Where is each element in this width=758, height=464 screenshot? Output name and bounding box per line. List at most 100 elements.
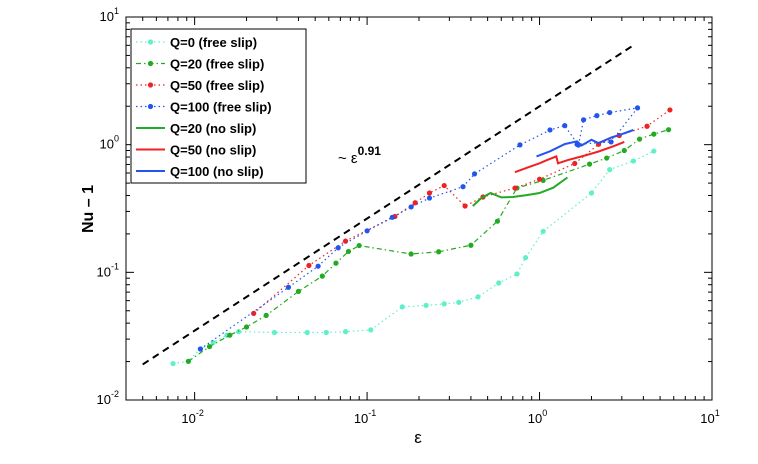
reference-slope-line: [142, 44, 634, 366]
data-point: [517, 142, 523, 148]
data-point: [540, 228, 546, 234]
x-tick-label-base: 10: [700, 411, 714, 426]
legend-label: Q=50 (no slip): [170, 143, 256, 158]
data-point: [607, 109, 613, 116]
series-6: [536, 129, 634, 158]
data-point: [412, 200, 418, 206]
y-tick-label-base: 10: [100, 137, 114, 152]
data-point: [319, 273, 325, 279]
series-line: [514, 140, 625, 174]
legend-swatch-marker: [147, 82, 154, 88]
legend-label: Q=100 (no slip): [170, 164, 264, 179]
series-layer: [170, 105, 673, 367]
data-point: [594, 113, 600, 119]
data-point: [323, 329, 329, 336]
y-tick-label-exponent: -2: [111, 389, 119, 399]
data-point: [572, 160, 578, 167]
legend-label: Q=50 (free slip): [170, 78, 264, 93]
data-point: [536, 176, 543, 182]
y-axis-label: Nu – 1: [80, 185, 97, 233]
legend-label: Q=100 (free slip): [170, 100, 272, 115]
data-point: [512, 185, 518, 191]
y-tick-label-exponent: 1: [114, 6, 119, 16]
legend-entry: Q=20 (free slip): [136, 57, 264, 72]
data-point: [580, 117, 587, 123]
x-tick-label-exponent: 0: [542, 408, 547, 418]
data-point: [547, 127, 553, 133]
data-point: [441, 301, 447, 307]
slope-annotation: ~ ε0.91: [338, 144, 381, 167]
data-point: [562, 123, 568, 129]
x-tick-label-exponent: -2: [196, 408, 204, 418]
data-point: [408, 204, 414, 210]
series-line: [188, 129, 669, 362]
x-axis-label: ε: [414, 428, 422, 447]
x-tick-label-exponent: 1: [715, 408, 720, 418]
data-point: [636, 136, 643, 142]
y-tick-label-exponent: -1: [111, 261, 119, 271]
data-point: [315, 263, 321, 269]
x-tick-label-base: 10: [354, 411, 368, 426]
series-line: [472, 176, 568, 207]
legend-label: Q=20 (no slip): [170, 121, 256, 136]
data-point: [206, 343, 213, 350]
legend-label: Q=20 (free slip): [170, 57, 264, 72]
data-point: [651, 131, 657, 137]
data-point: [227, 332, 233, 338]
data-point: [621, 147, 627, 154]
y-tick-label-base: 10: [97, 264, 111, 279]
data-point: [251, 310, 257, 316]
data-point: [271, 329, 277, 336]
series-line: [173, 150, 655, 365]
data-point: [170, 360, 176, 367]
legend-entry: Q=20 (no slip): [136, 121, 256, 136]
y-tick-label: 101: [100, 6, 119, 24]
series-line: [253, 109, 671, 314]
data-point: [436, 249, 442, 255]
data-point: [604, 155, 610, 161]
data-point: [335, 245, 341, 251]
data-point: [460, 184, 466, 190]
data-point: [667, 107, 673, 113]
data-point: [462, 203, 468, 209]
data-point: [185, 358, 191, 364]
data-point: [426, 190, 433, 196]
slope-annotation-prefix: ~ ε: [338, 150, 358, 167]
data-point: [389, 214, 395, 220]
data-point: [456, 299, 462, 305]
data-point: [333, 260, 339, 266]
legend-entry: Q=100 (free slip): [136, 100, 272, 115]
data-point: [426, 195, 433, 201]
data-point: [441, 182, 447, 189]
x-tick-label: 101: [700, 408, 719, 426]
x-tick-label: 10-1: [354, 408, 376, 426]
series-5: [514, 140, 625, 174]
data-point: [651, 148, 657, 154]
slope-annotation-exponent: 0.91: [358, 144, 382, 158]
series-4: [472, 176, 568, 207]
data-point: [468, 242, 474, 248]
data-point: [285, 284, 292, 290]
legend-swatch-marker: [147, 39, 154, 45]
data-point: [630, 158, 636, 164]
legend-entry: Q=0 (free slip): [136, 35, 257, 50]
legend-items: Q=0 (free slip) Q=20 (free slip) Q=50 (fre…: [136, 35, 272, 179]
y-tick-label: 10-1: [97, 261, 119, 279]
data-point: [423, 302, 429, 308]
data-point: [304, 329, 310, 336]
y-tick-label-base: 10: [97, 392, 111, 407]
data-point: [522, 255, 529, 261]
data-point: [364, 228, 370, 234]
series-3: [197, 105, 641, 352]
data-point: [356, 242, 362, 249]
x-tick-label-base: 10: [181, 411, 195, 426]
data-point: [408, 251, 414, 257]
data-point: [306, 262, 312, 269]
data-point: [588, 190, 595, 196]
series-line: [536, 129, 634, 158]
x-tick-label: 100: [528, 408, 547, 426]
data-point: [471, 171, 478, 177]
